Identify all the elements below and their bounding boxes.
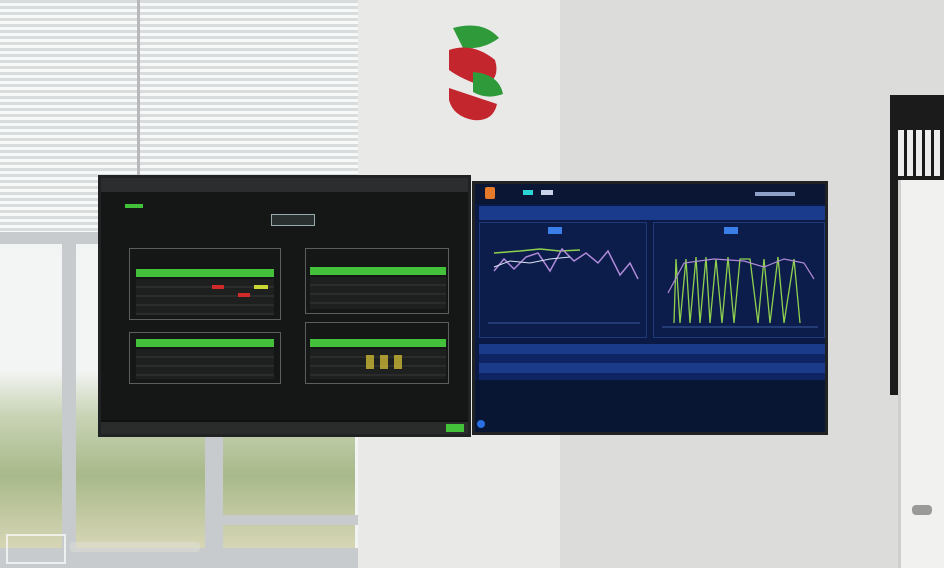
nav-tab-active — [523, 190, 533, 195]
right-screen-footer — [475, 380, 825, 432]
panel-bottom-right — [305, 322, 449, 384]
series-purple — [493, 247, 639, 280]
data-table — [479, 344, 825, 382]
left-screen-titlebar — [101, 178, 468, 192]
monitor-right — [472, 181, 828, 435]
series-purple — [667, 258, 815, 294]
series-white — [493, 256, 571, 268]
door-handle — [912, 505, 932, 515]
status-button — [446, 424, 464, 432]
filter-toolbar — [479, 206, 825, 220]
panel-header — [136, 269, 274, 277]
panel-bottom-left — [129, 332, 281, 384]
status-indicator — [125, 204, 143, 208]
chart-panel-left — [479, 222, 647, 338]
app-logo-icon — [485, 187, 495, 199]
panel-top-right — [305, 248, 449, 314]
company-logo-icon — [449, 25, 503, 121]
camera-watermark-icon — [6, 534, 66, 564]
panel-rows — [310, 277, 446, 309]
highlight-cells — [366, 355, 406, 369]
user-info — [755, 192, 795, 196]
line-chart-left — [488, 227, 640, 324]
window-frame-mullion — [62, 232, 76, 568]
chart-button-active — [548, 227, 562, 234]
panel-top-left — [129, 248, 281, 320]
blind-cord — [137, 0, 140, 232]
monitor-left — [98, 175, 471, 437]
right-screen-navbar — [475, 184, 825, 204]
left-screen-dashboard — [101, 192, 468, 420]
window-frame-mullion — [205, 430, 223, 568]
alert-cell — [238, 293, 250, 297]
series-green — [673, 256, 801, 324]
chart-button-active — [724, 227, 738, 234]
panel-header — [310, 267, 446, 275]
left-screen-statusbar — [101, 422, 468, 434]
window-frame-rail — [222, 515, 358, 525]
door — [898, 180, 944, 568]
panel-header — [310, 339, 446, 347]
chart-panel-right — [653, 222, 825, 338]
alert-cell — [212, 285, 224, 289]
window-sill — [0, 548, 358, 568]
series-green — [493, 248, 581, 254]
camera-watermark-text — [70, 542, 200, 552]
app-icon — [477, 420, 485, 428]
panel-header — [136, 339, 274, 347]
line-chart-right — [662, 227, 818, 328]
nav-tab — [541, 190, 553, 195]
dashboard-title-box — [271, 214, 315, 226]
panel-rows — [136, 279, 274, 315]
panel-rows — [136, 349, 274, 379]
poster-graphic — [898, 130, 942, 176]
warning-cell — [254, 285, 268, 289]
